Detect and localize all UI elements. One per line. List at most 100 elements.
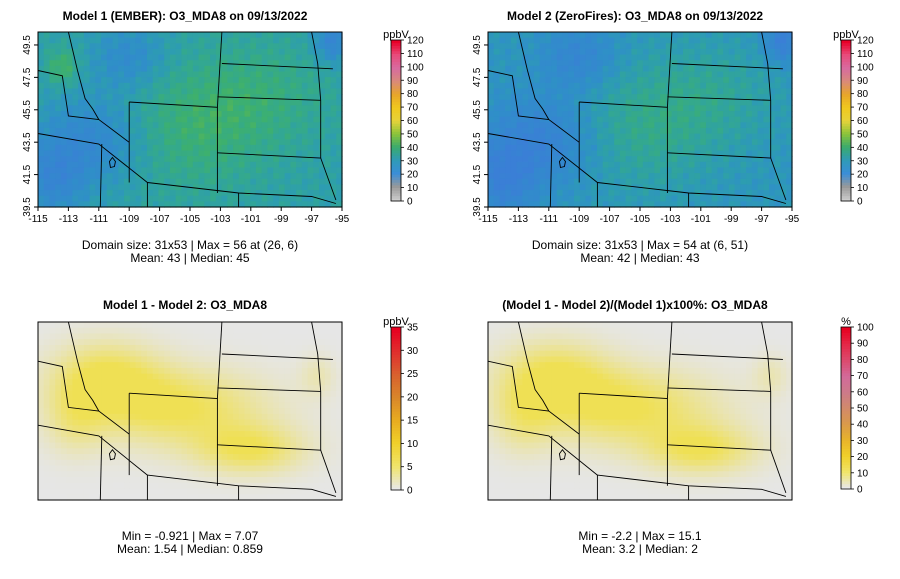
legend-tick-label: 50 — [407, 129, 419, 140]
x-tick-label: -103 — [210, 214, 230, 225]
legend-tick-label: 80 — [407, 89, 419, 100]
legend-unit: ppbV — [383, 29, 409, 41]
x-tick-label: -115 — [28, 214, 48, 225]
legend-tick-label: 70 — [857, 371, 869, 382]
stats-line-1: Domain size: 31x53 | Max = 56 at (26, 6) — [81, 238, 299, 252]
panel-model1: Model 1 (EMBER): O3_MDA8 on 09/13/2022 -… — [0, 0, 450, 290]
legend-tick-label: 0 — [407, 486, 413, 497]
state-borders — [37, 31, 337, 208]
x-axis: -115 -113 -111 -109 -107 -105 -103 -101 -99 -97 -9… — [478, 207, 800, 225]
legend-unit: ppbV — [383, 316, 409, 328]
legend-tick-label: 10 — [857, 468, 869, 479]
legend-tick-label: 90 — [857, 339, 869, 350]
stats-line-1: Domain size: 31x53 | Max = 54 at (6, 51) — [531, 238, 749, 252]
legend-tick-label: 25 — [407, 369, 419, 380]
x-tick-label: -113 — [509, 214, 529, 225]
y-tick-label: 43.5 — [472, 132, 483, 152]
legend-tick-label: 40 — [857, 420, 869, 431]
state-borders — [487, 321, 787, 501]
legend-tick-label: 110 — [857, 49, 873, 60]
legend-tick-label: 20 — [407, 392, 419, 403]
x-tick-label: -101 — [241, 214, 261, 225]
y-tick-label: 49.5 — [22, 35, 33, 55]
legend-tick-label: 90 — [407, 76, 419, 87]
legend-tick-label: 30 — [407, 156, 419, 167]
y-tick-label: 41.5 — [22, 164, 33, 184]
legend-tick-label: 50 — [857, 129, 869, 140]
legend-unit: ppbV — [833, 29, 859, 41]
lake-outline — [108, 448, 116, 461]
legend-tick-label: 10 — [857, 183, 869, 194]
x-tick-label: -103 — [660, 214, 680, 225]
legend-tick-label: 120 — [857, 36, 874, 47]
lake-outline — [108, 156, 116, 169]
x-tick-label: -109 — [569, 214, 589, 225]
legend-tick-label: 50 — [857, 404, 869, 415]
y-tick-label: 41.5 — [472, 164, 483, 184]
chart-title: (Model 1 - Model 2)/(Model 1)x100%: O3_M… — [502, 298, 768, 312]
plot-frame — [37, 321, 343, 501]
map-plot: -115 -113 -111 -109 -107 -105 -103 -101 -99 -97 -9… — [22, 29, 424, 225]
panel-percent-difference: (Model 1 - Model 2)/(Model 1)x100%: O3_M… — [450, 290, 900, 579]
x-tick-label: -97 — [754, 214, 769, 225]
x-tick-label: -111 — [90, 214, 109, 225]
lake-outline — [558, 156, 566, 169]
x-tick-label: -115 — [478, 214, 498, 225]
legend-tick-label: 100 — [857, 323, 874, 334]
x-tick-label: -109 — [119, 214, 139, 225]
y-tick-label: 43.5 — [22, 132, 33, 152]
legend-tick-label: 15 — [407, 416, 419, 427]
x-tick-label: -107 — [600, 214, 620, 225]
y-tick-label: 45.5 — [22, 100, 33, 120]
legend-tick-label: 10 — [407, 183, 419, 194]
legend-tick-label: 20 — [857, 452, 869, 463]
legend-tick-label: 35 — [407, 323, 419, 334]
x-tick-label: -107 — [150, 214, 170, 225]
y-tick-label: 39.5 — [22, 197, 33, 217]
y-tick-label: 39.5 — [472, 197, 483, 217]
legend-tick-label: 60 — [857, 387, 869, 398]
y-tick-label: 49.5 — [472, 35, 483, 55]
chart-title: Model 2 (ZeroFires): O3_MDA8 on 09/13/20… — [506, 9, 764, 23]
legend-tick-label: 0 — [407, 197, 413, 208]
stats-line-2: Mean: 42 | Median: 43 — [580, 251, 700, 265]
y-axis: 39.5 41.5 43.5 45.5 47.5 49.5 — [22, 35, 38, 217]
y-tick-label: 47.5 — [22, 67, 33, 87]
legend-tick-label: 60 — [407, 116, 419, 127]
state-borders — [487, 31, 787, 208]
stats-line-1: Min = -2.2 | Max = 15.1 — [578, 529, 702, 543]
x-axis: -115 -113 -111 -109 -107 -105 -103 -101 -99 -97 -9… — [28, 207, 350, 225]
map-cells — [488, 322, 793, 501]
plot-frame — [487, 321, 793, 501]
chart-title: Model 1 (EMBER): O3_MDA8 on 09/13/2022 — [62, 9, 308, 23]
legend-tick-label: 70 — [407, 103, 419, 114]
x-tick-label: -99 — [274, 214, 289, 225]
x-tick-label: -105 — [180, 214, 200, 225]
x-tick-label: -95 — [335, 214, 350, 225]
y-tick-label: 47.5 — [472, 67, 483, 87]
legend-tick-label: 30 — [407, 346, 419, 357]
x-tick-label: -105 — [630, 214, 650, 225]
chart-title: Model 1 - Model 2: O3_MDA8 — [102, 298, 268, 312]
stats-line-2: Mean: 43 | Median: 45 — [130, 251, 250, 265]
map-cells — [38, 32, 343, 208]
legend-tick-label: 40 — [857, 143, 869, 154]
legend-tick-label: 80 — [857, 89, 869, 100]
legend-tick-label: 80 — [857, 355, 869, 366]
legend-tick-label: 90 — [857, 76, 869, 87]
legend-tick-label: 60 — [857, 116, 869, 127]
legend-tick-label: 30 — [857, 156, 869, 167]
panel-model2: Model 2 (ZeroFires): O3_MDA8 on 09/13/20… — [450, 0, 900, 290]
x-tick-label: -95 — [785, 214, 800, 225]
stats-line-1: Min = -0.921 | Max = 7.07 — [121, 529, 259, 543]
lake-outline — [558, 448, 566, 461]
legend-unit: % — [841, 316, 851, 328]
legend-tick-label: 30 — [857, 436, 869, 447]
map-plot: -115 -113 -111 -109 -107 -105 -103 -101 -99 -97 -9… — [472, 29, 874, 225]
legend-tick-label: 10 — [407, 439, 419, 450]
map-cells — [488, 32, 793, 208]
y-tick-label: 45.5 — [472, 100, 483, 120]
